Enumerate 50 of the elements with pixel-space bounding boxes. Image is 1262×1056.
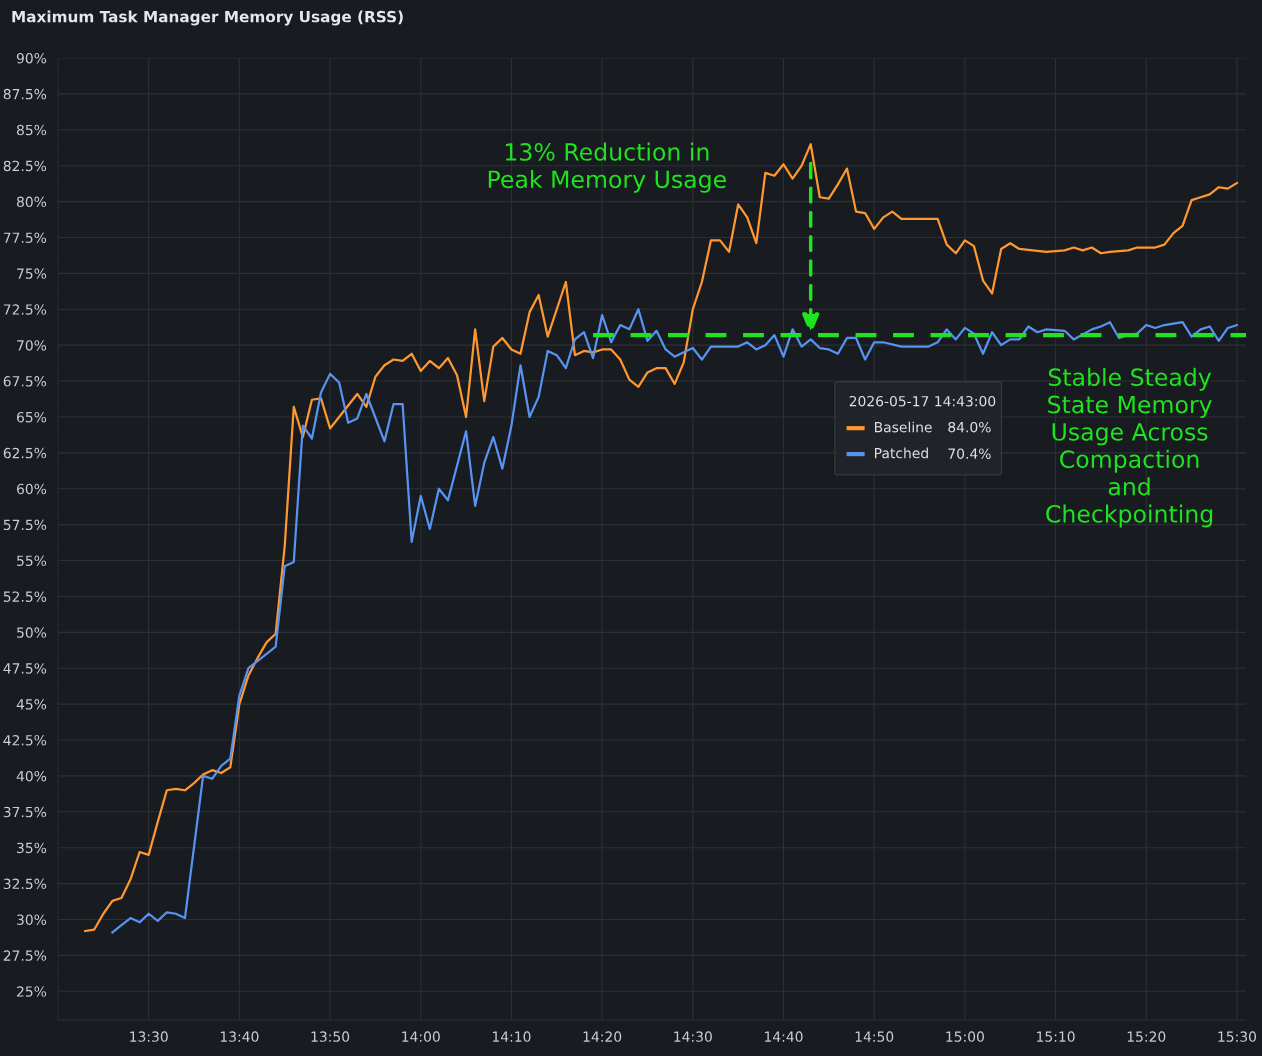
y-tick-label: 52.5% (3, 591, 47, 602)
y-tick-label: 77.5% (3, 232, 47, 243)
y-tick-label: 30% (17, 914, 47, 925)
annotation: Stable Steady State Memory Usage Across Compaction and Checkpointing (1046, 367, 1213, 528)
y-tick-label: 55% (17, 555, 47, 567)
y-tick-label: 72.5% (3, 304, 47, 315)
legend-title: 2026-05-17 14:43:00 (849, 395, 996, 407)
annotation: 70.4% (948, 448, 991, 459)
y-tick-label: 35% (17, 842, 47, 854)
x-tick-label: 13:40 (220, 1031, 259, 1042)
y-tick-label: 37.5% (3, 806, 47, 818)
y-tick-label: 65% (16, 411, 47, 423)
y-tick-label: 90% (16, 52, 47, 64)
y-tick-label: 57.5% (3, 519, 47, 531)
x-tick-label: 15:10 (1037, 1031, 1075, 1042)
x-tick-label: 14:30 (674, 1031, 712, 1042)
y-tick-label: 32.5% (3, 878, 47, 890)
annotation: 84.0% (948, 421, 991, 433)
y-tick-label: 67.5% (3, 376, 47, 387)
chart-title: Maximum Task Manager Memory Usage (RSS) (12, 10, 403, 26)
x-tick-label: 14:50 (855, 1031, 894, 1042)
y-tick-label: 42.5% (3, 734, 47, 746)
y-tick-label: 62.5% (3, 447, 47, 459)
x-tick-label: 15:30 (1218, 1031, 1257, 1042)
annotation: 13% Reduction in Peak Memory Usage (488, 142, 726, 193)
x-tick-label: 14:20 (583, 1031, 622, 1042)
legend-label: Baseline (875, 421, 932, 433)
y-tick-label: 50% (17, 627, 47, 638)
line-series (84, 143, 1239, 933)
x-tick-label: 14:10 (492, 1031, 531, 1042)
y-tick-label: 45% (16, 699, 47, 710)
x-tick-label: 15:00 (946, 1031, 984, 1042)
y-tick-label: 27.5% (3, 950, 47, 961)
x-tick-label: 14:00 (402, 1031, 440, 1042)
y-tick-label: 70% (17, 340, 47, 351)
y-tick-label: 25% (17, 986, 47, 997)
x-tick-label: 14:40 (765, 1031, 803, 1042)
y-tick-label: 82.5% (3, 160, 47, 172)
y-tick-label: 87.5% (3, 88, 47, 100)
y-tick-label: 47.5% (3, 663, 47, 674)
x-tick-label: 13:50 (311, 1031, 350, 1042)
y-tick-label: 75% (17, 268, 47, 279)
legend-label: Patched (875, 447, 928, 459)
y-tick-label: 80% (16, 196, 47, 208)
y-tick-label: 60% (16, 483, 47, 495)
line-series (111, 308, 1239, 934)
x-tick-label: 13:30 (130, 1031, 168, 1042)
y-tick-label: 85% (16, 124, 47, 136)
x-tick-label: 15:20 (1127, 1031, 1166, 1042)
y-tick-label: 40% (16, 770, 47, 782)
